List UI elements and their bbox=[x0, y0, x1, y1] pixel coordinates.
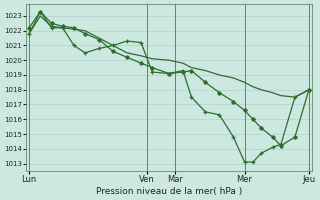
X-axis label: Pression niveau de la mer( hPa ): Pression niveau de la mer( hPa ) bbox=[96, 187, 242, 196]
